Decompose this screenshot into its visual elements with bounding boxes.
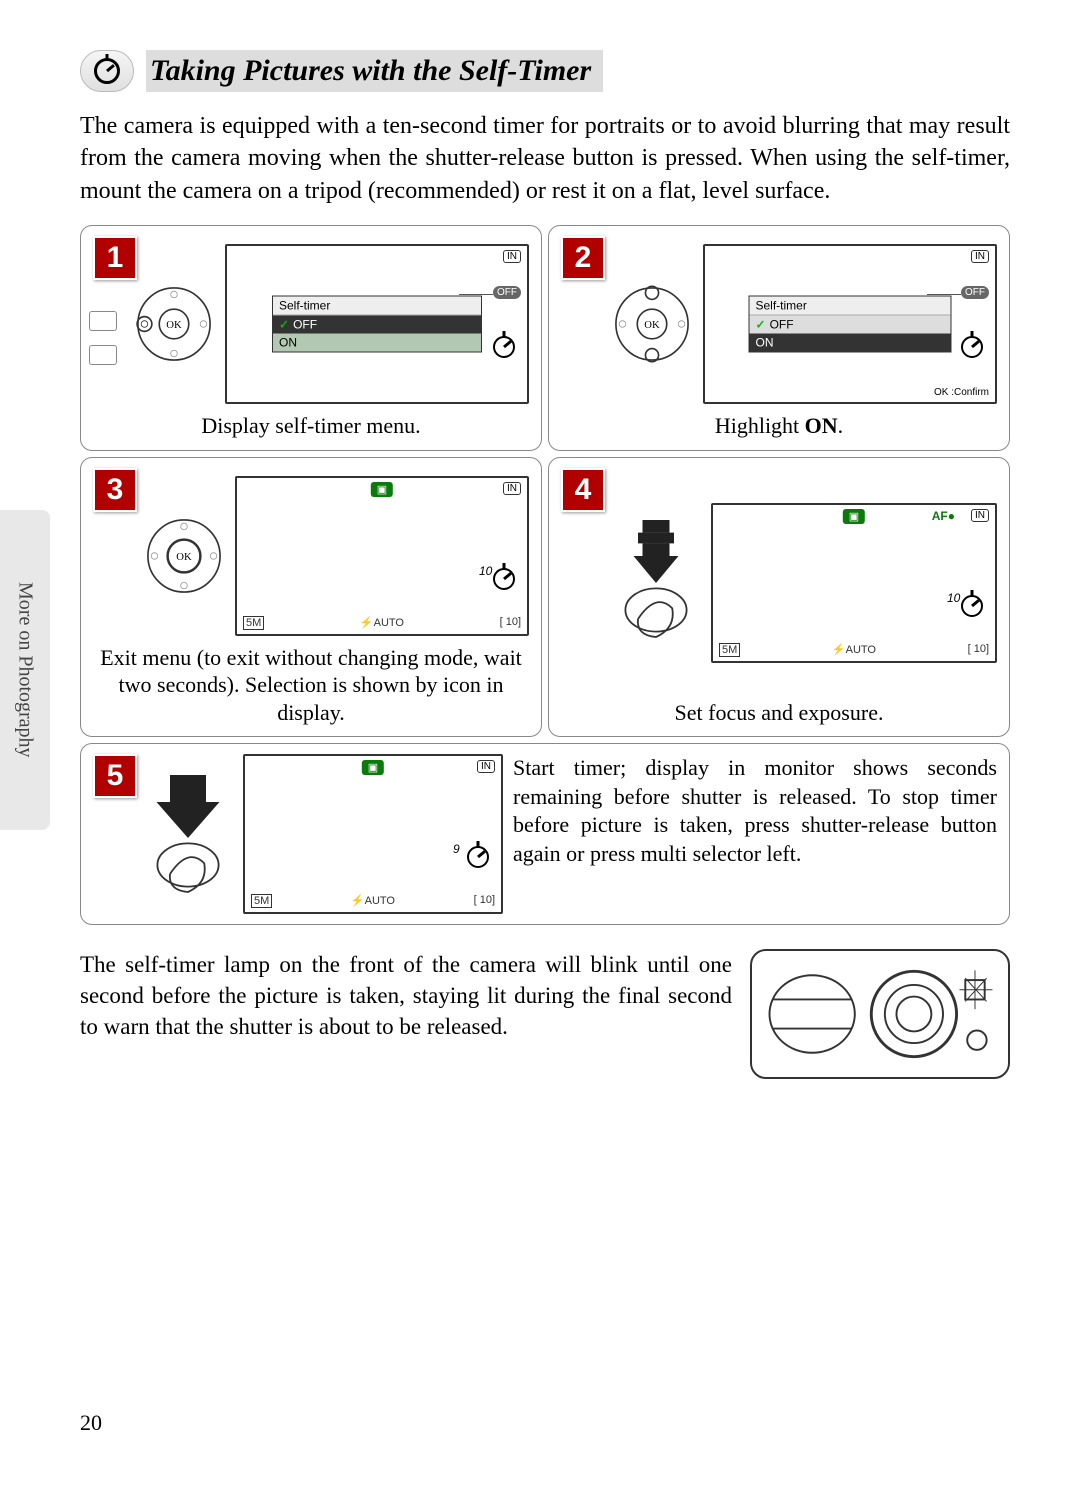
step-5-text: Start timer; display in monitor shows se… bbox=[513, 754, 997, 868]
multi-selector-down: OK bbox=[611, 283, 693, 365]
camera-mode-icon: ▣ bbox=[371, 482, 393, 497]
step-1: 1 OK bbox=[80, 225, 542, 451]
timer-icon bbox=[493, 336, 521, 364]
af-indicator: AF● bbox=[932, 509, 955, 523]
off-label: OFF bbox=[493, 286, 521, 299]
section-title-bar: Taking Pictures with the Self-Timer bbox=[80, 50, 1010, 92]
multi-selector-left: OK bbox=[133, 283, 215, 365]
svg-text:OK: OK bbox=[176, 552, 192, 563]
footer-paragraph: The self-timer lamp on the front of the … bbox=[80, 949, 732, 1042]
step-3: 3 OK IN ▣ 10 bbox=[80, 457, 542, 738]
multi-selector-ok: OK bbox=[143, 515, 225, 597]
svg-text:OK: OK bbox=[644, 320, 660, 331]
step-4: 4 IN ▣ AF● 10 bbox=[548, 457, 1010, 738]
camera-front-illustration bbox=[750, 949, 1010, 1079]
mode-icons bbox=[89, 311, 117, 365]
step-2: 2 OK IN OFF bbox=[548, 225, 1010, 451]
step-caption: Highlight ON. bbox=[561, 412, 997, 440]
side-tab: More on Photography bbox=[0, 510, 50, 830]
lcd-screen: IN ▣ 9 5M ⚡AUTO [ 10] bbox=[243, 754, 503, 914]
step-number: 1 bbox=[93, 236, 137, 280]
self-timer-menu: Self-timer ✓OFF ON bbox=[749, 296, 952, 353]
lcd-screen: IN OFF Self-timer ✓OFF ON OK :Confirm bbox=[703, 244, 997, 404]
memory-badge: IN bbox=[503, 250, 521, 263]
step-caption: Display self-timer menu. bbox=[93, 412, 529, 440]
lcd-screen: IN ▣ 10 5M ⚡AUTO [ 10] bbox=[235, 476, 529, 636]
side-tab-label: More on Photography bbox=[14, 582, 37, 758]
confirm-hint: OK :Confirm bbox=[934, 387, 989, 398]
page-number: 20 bbox=[80, 1410, 102, 1436]
step-5: 5 IN ▣ 9 5M ⚡AUTO [ 10] Start timer; dis… bbox=[80, 743, 1010, 925]
full-press-shutter-icon bbox=[143, 754, 233, 904]
self-timer-icon bbox=[80, 50, 134, 92]
self-timer-menu: Self-timer ✓OFF ON bbox=[272, 296, 482, 353]
step-number: 2 bbox=[561, 236, 605, 280]
svg-text:OK: OK bbox=[166, 320, 182, 331]
intro-paragraph: The camera is equipped with a ten-second… bbox=[80, 110, 1010, 207]
lcd-screen: IN OFF Self-timer ✓OFF ON bbox=[225, 244, 529, 404]
half-press-shutter-icon bbox=[611, 508, 701, 658]
lcd-screen: IN ▣ AF● 10 5M ⚡AUTO [ 10] bbox=[711, 503, 997, 663]
section-title: Taking Pictures with the Self-Timer bbox=[146, 50, 603, 92]
